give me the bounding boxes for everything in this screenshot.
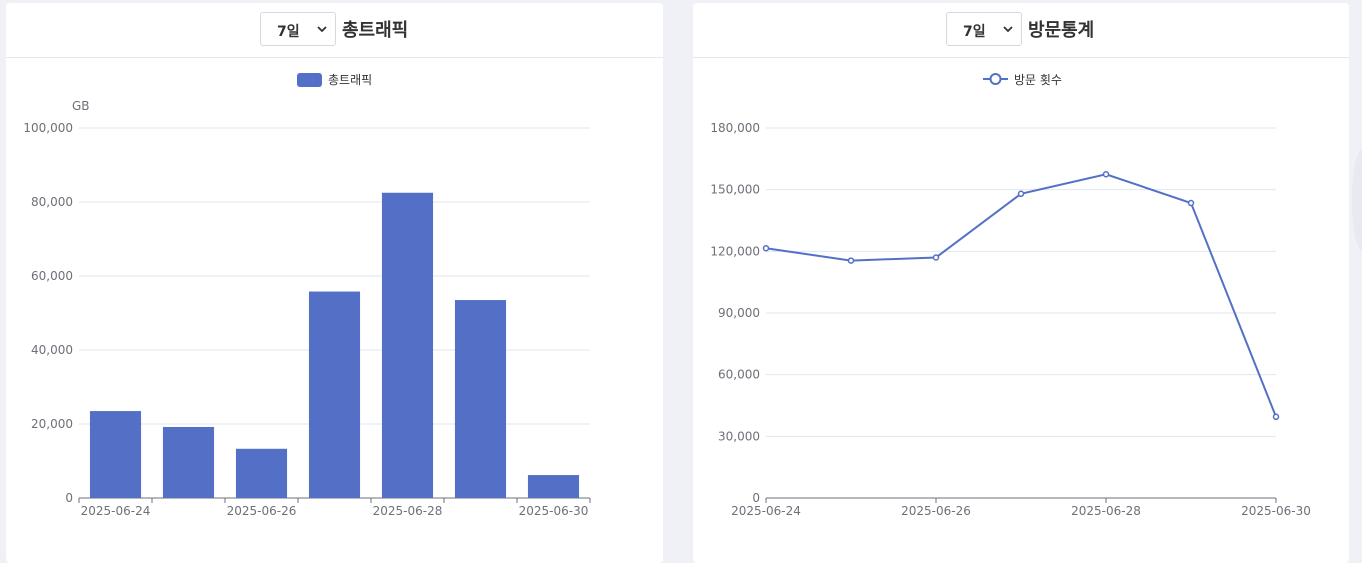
y-tick-label: 150,000 [710, 183, 760, 197]
traffic-panel-title: 총트래픽 [342, 20, 409, 41]
bar [308, 291, 361, 498]
background-decoration [1352, 150, 1362, 250]
visits-period-select[interactable]: 7일 [946, 12, 1022, 46]
x-tick-label: 2025-06-24 [731, 504, 801, 518]
traffic-panel: 7일 총트래픽 총트래픽 GB 0 20,000 40,000 60,000 80,000 1… [6, 3, 663, 563]
y-tick-label: 100,000 [23, 121, 73, 135]
y-tick-label: 20,000 [31, 417, 73, 431]
x-tick-label: 2025-06-30 [1241, 504, 1311, 518]
series-line [765, 173, 1277, 418]
y-tick-label: 0 [752, 491, 760, 505]
x-tick-label: 2025-06-26 [901, 504, 971, 518]
x-tick-label: 2025-06-28 [373, 504, 443, 518]
data-point [1272, 413, 1280, 421]
bar [454, 300, 507, 498]
visits-line-chart: 방문 횟수 0 30,000 60,000 90,000 120,000 150,000 18… [710, 73, 1311, 518]
legend-marker [989, 73, 1002, 85]
y-tick-label: 180,000 [710, 121, 760, 135]
legend-label: 총트래픽 [328, 73, 372, 87]
y-tick-label: 80,000 [31, 195, 73, 209]
bar [89, 411, 142, 498]
data-point [1017, 190, 1025, 198]
x-tick-label: 2025-06-26 [227, 504, 297, 518]
bar [235, 448, 288, 498]
data-point [1102, 171, 1110, 178]
traffic-bar-chart: 총트래픽 GB 0 20,000 40,000 60,000 80,000 100,000 20… [23, 73, 591, 518]
data-point [1187, 199, 1195, 207]
data-point [762, 245, 770, 252]
chevron-down-icon [1003, 26, 1013, 33]
y-tick-label: 90,000 [718, 306, 760, 320]
visits-panel-title: 방문통계 [1028, 20, 1095, 41]
visits-period-value: 7일 [963, 24, 986, 40]
bar [381, 192, 434, 498]
traffic-period-select[interactable]: 7일 [260, 12, 336, 46]
y-axis-unit-label: GB [72, 99, 90, 113]
visits-panel: 7일 방문통계 방문 횟수 0 30,000 60,000 90,000 120,000 1… [693, 3, 1349, 563]
x-tick-label: 2025-06-28 [1071, 504, 1141, 518]
legend-swatch [297, 73, 322, 87]
chevron-down-icon [317, 26, 327, 33]
visits-panel-header: 7일 방문통계 [693, 3, 1349, 58]
legend-label: 방문 횟수 [1014, 73, 1062, 87]
y-tick-label: 0 [65, 491, 73, 505]
data-point [847, 257, 855, 264]
x-tick-label: 2025-06-24 [81, 504, 151, 518]
bar [527, 475, 580, 498]
data-point [932, 254, 940, 261]
y-tick-label: 60,000 [718, 368, 760, 382]
y-tick-label: 120,000 [710, 244, 760, 258]
traffic-period-value: 7일 [277, 24, 300, 40]
y-tick-label: 40,000 [31, 343, 73, 357]
y-tick-label: 60,000 [31, 269, 73, 283]
y-tick-label: 30,000 [718, 429, 760, 443]
traffic-panel-header: 7일 총트래픽 [6, 3, 663, 58]
bar [162, 426, 215, 498]
x-tick-label: 2025-06-30 [519, 504, 589, 518]
